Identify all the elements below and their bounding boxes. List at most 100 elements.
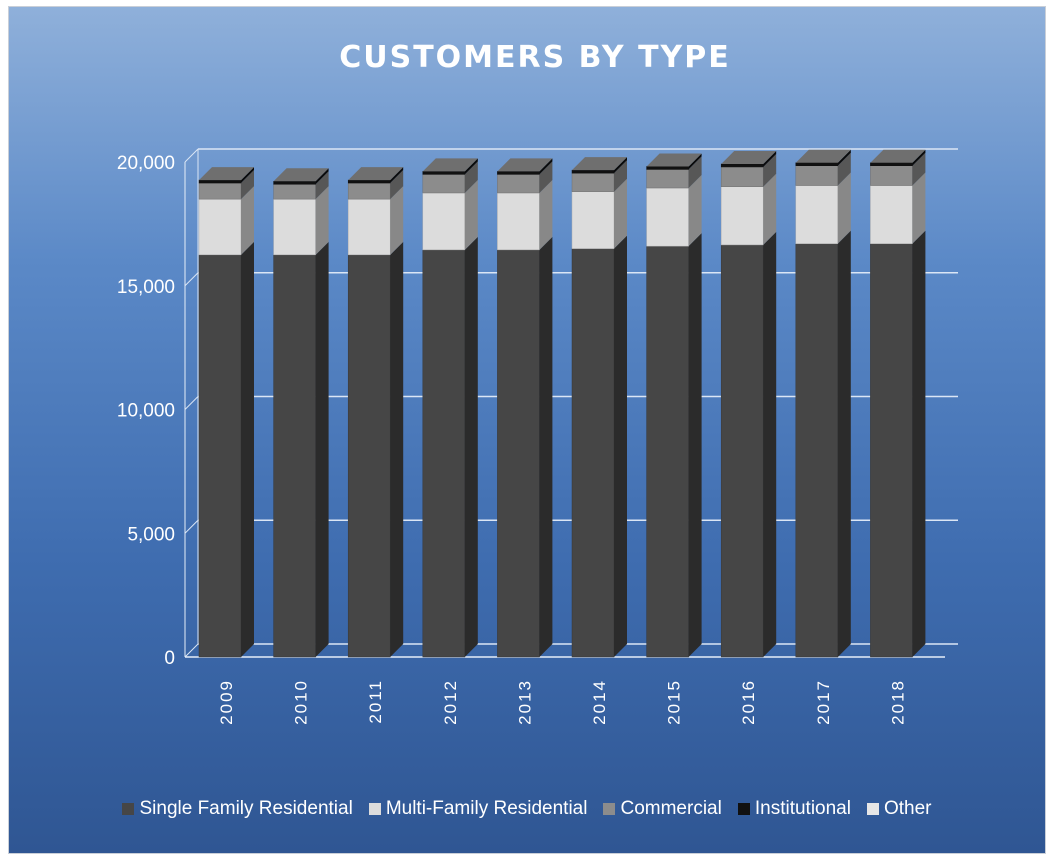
- bar-segment-side: [912, 149, 926, 166]
- legend-swatch: [603, 803, 616, 815]
- bar-segment: [571, 191, 615, 249]
- bar-segment-side: [464, 158, 478, 175]
- bar-segment-side: [241, 186, 254, 255]
- bar-segment-side: [241, 167, 254, 184]
- bar-top: [497, 158, 553, 172]
- bar-segment-side: [763, 173, 777, 245]
- x-tick-label: 2011: [366, 679, 385, 724]
- legend-swatch: [122, 803, 135, 815]
- bar-segment-side: [315, 241, 329, 657]
- bar-top: [273, 168, 329, 182]
- labels-layer: 0 5,000 10,000 15,000 20,000 2009 2010 2011 2012…: [117, 153, 908, 725]
- bar-segment: [422, 174, 466, 194]
- bar-segment: [273, 254, 316, 658]
- x-tick-label: 2010: [292, 679, 311, 725]
- chart-title: CUSTOMERS BY TYPE: [339, 40, 731, 75]
- bar-segment: [347, 198, 391, 256]
- bar-segment-side: [614, 157, 627, 174]
- bar-segment-side: [464, 161, 478, 193]
- bar-segment: [870, 243, 913, 658]
- bar-segment: [497, 174, 540, 194]
- legend-swatch: [866, 803, 879, 815]
- x-tick-label: 2012: [441, 679, 460, 725]
- y-tick-label: 15,000: [117, 277, 175, 298]
- bar-segment: [720, 186, 764, 246]
- bar-segment-side: [763, 150, 777, 167]
- bar-segment-side: [315, 168, 329, 185]
- legend-item: Multi-Family Residential: [368, 798, 587, 820]
- bar-segment-side: [464, 179, 478, 250]
- legend-label: Commercial: [620, 798, 722, 819]
- bar-segment: [497, 249, 540, 658]
- bar-segment-side: [614, 160, 627, 192]
- legend-swatch: [737, 803, 750, 815]
- bar-top: [646, 153, 702, 167]
- bar-segment-side: [315, 186, 329, 255]
- bar-segment: [795, 243, 839, 658]
- bar-segment: [870, 162, 913, 166]
- legend-item: Institutional: [737, 798, 851, 820]
- bar-segment-side: [390, 241, 404, 657]
- legend-label: Other: [883, 798, 932, 819]
- bar-segment-side: [390, 167, 404, 184]
- bar-segment: [795, 185, 839, 244]
- bar-segment-side: [539, 158, 553, 175]
- x-tick-label: 2009: [217, 679, 236, 725]
- bar-top: [572, 157, 627, 171]
- gridline-depth: [184, 643, 199, 658]
- bar-segment: [646, 245, 689, 658]
- bar-segment: [347, 254, 391, 658]
- bar-segment: [646, 187, 689, 247]
- bar-segment-side: [390, 186, 404, 255]
- bar-segment: [795, 162, 839, 166]
- bar-segment: [422, 171, 466, 175]
- bar-segment: [198, 182, 242, 200]
- chart-svg: CUSTOMERS BY TYPE 0 5,000 10,000 15,000 20,0…: [117, 40, 958, 725]
- bar-top: [870, 149, 926, 163]
- gridline-depth: [184, 148, 199, 163]
- legend-item: Single Family Residential: [122, 798, 353, 820]
- bar-segment-side: [688, 156, 702, 188]
- bar-top: [348, 167, 404, 181]
- bar-segment: [646, 166, 689, 170]
- gridline-depth: [184, 519, 199, 534]
- bar-segment: [795, 165, 839, 186]
- bar-segment-side: [539, 236, 553, 658]
- bar-segment-side: [688, 174, 702, 247]
- legend-label: Single Family Residential: [139, 798, 353, 819]
- bar-top: [721, 150, 777, 164]
- bar-segment: [571, 172, 615, 192]
- bar-segment: [347, 179, 391, 184]
- x-tick-label: 2015: [665, 679, 684, 725]
- bar-segment-side: [241, 170, 254, 200]
- bar-segment: [646, 169, 689, 189]
- bar-segment-side: [837, 149, 851, 166]
- legend-item: Commercial: [603, 798, 722, 820]
- bars-layer: [198, 149, 926, 658]
- legend-item: Other: [866, 798, 932, 820]
- bar-segment: [422, 192, 466, 251]
- x-tick-label: 2016: [739, 679, 758, 725]
- bar-segment: [422, 249, 466, 658]
- bar-segment-side: [539, 161, 553, 193]
- bar-segment-side: [315, 171, 329, 200]
- bar-segment-side: [390, 170, 404, 200]
- legend: Single Family Residential Multi-Family Re…: [9, 797, 1045, 821]
- chart-frame: CUSTOMERS BY TYPE 0 5,000 10,000 15,000 20,0…: [8, 6, 1046, 854]
- x-tick-label: 2018: [888, 679, 907, 725]
- bar-segment: [198, 254, 242, 658]
- bar-segment: [273, 184, 316, 200]
- bar-segment: [720, 244, 764, 658]
- bar-segment: [273, 181, 316, 185]
- gridline-depth: [184, 396, 199, 410]
- bar-segment: [497, 171, 540, 175]
- bar-segment-side: [614, 178, 627, 249]
- bar-segment-side: [837, 152, 851, 186]
- bar-top: [422, 158, 478, 172]
- gridline-depth: [184, 272, 199, 287]
- bar-segment-side: [688, 153, 702, 170]
- bar-segment: [720, 166, 764, 187]
- bar-segment-side: [837, 230, 851, 658]
- bar-segment: [198, 198, 242, 256]
- y-tick-label: 0: [164, 648, 175, 669]
